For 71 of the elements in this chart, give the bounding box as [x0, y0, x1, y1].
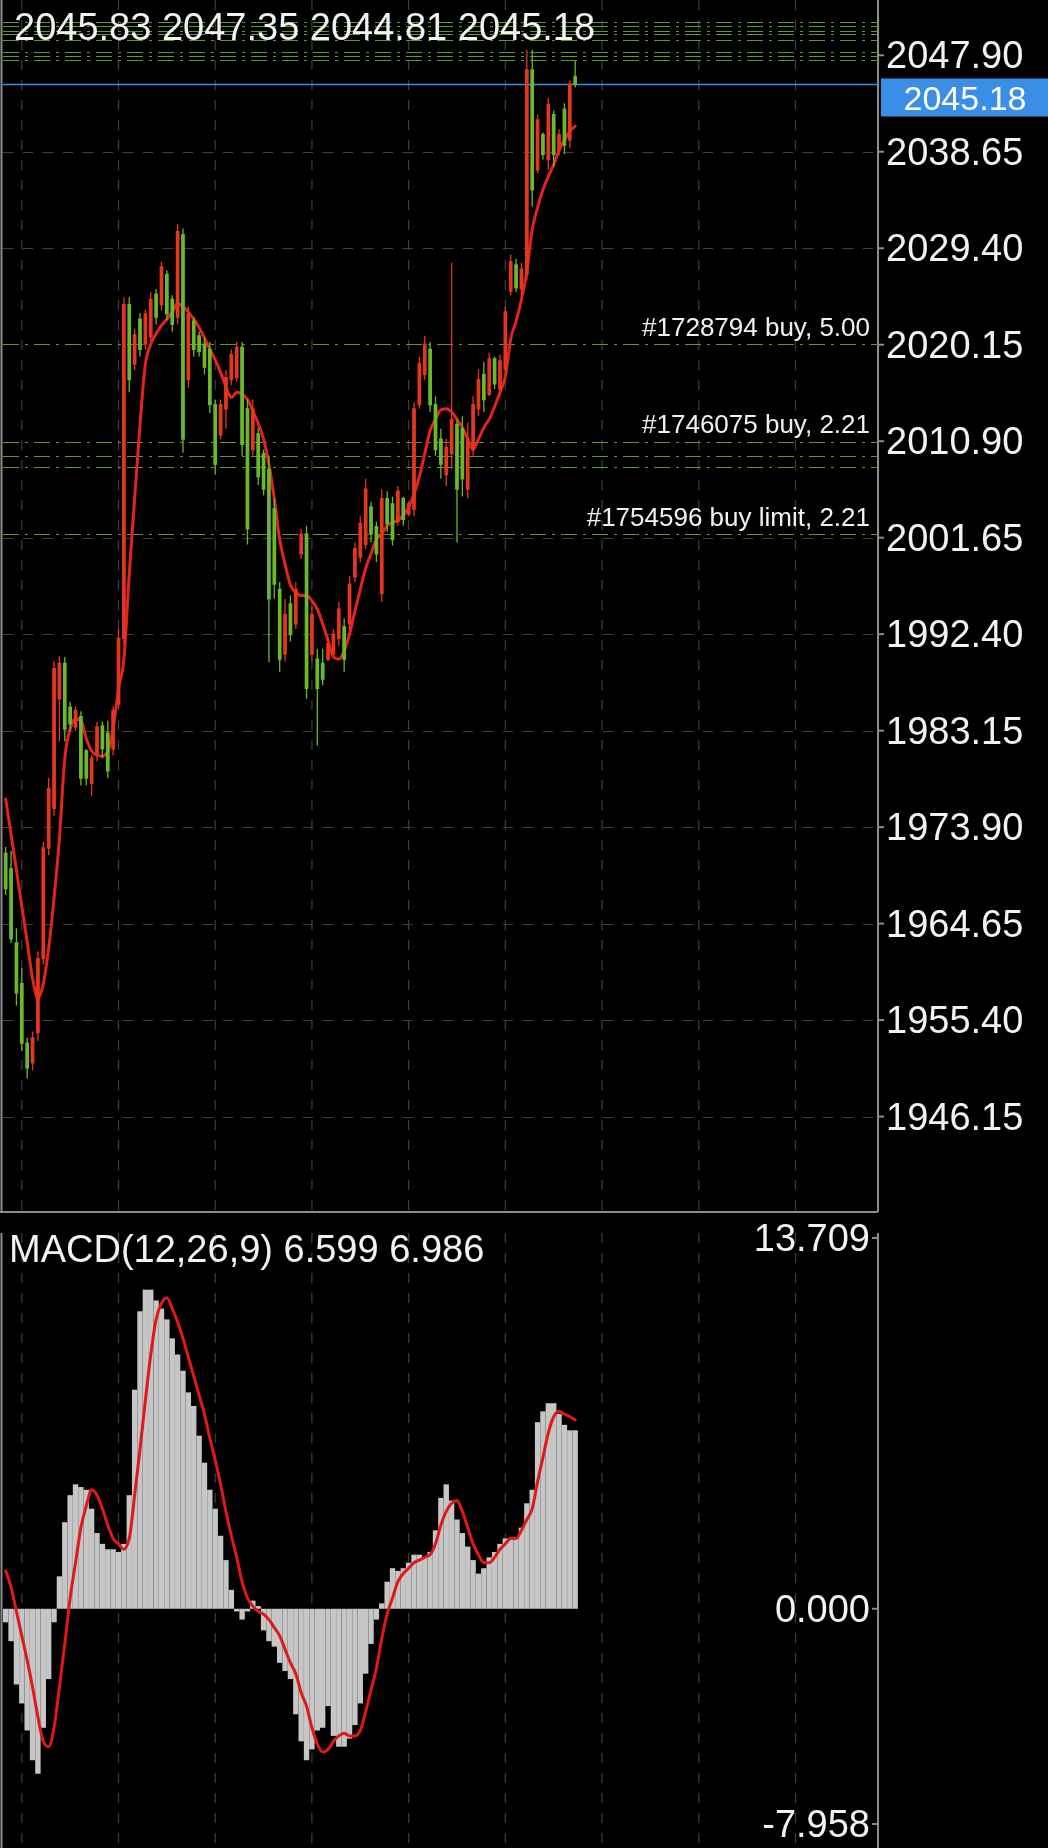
ref-line-label: #1728794 buy, 5.00 [642, 311, 870, 342]
candlestick [524, 49, 529, 282]
candlestick [315, 648, 320, 747]
candlestick [530, 49, 535, 208]
y-tick-label: 1955.40 [886, 999, 1024, 1042]
candlestick [111, 705, 115, 756]
y-tick-label: 2038.65 [886, 130, 1024, 173]
candlestick [336, 601, 341, 647]
candlestick [138, 312, 142, 358]
candlestick [455, 418, 459, 544]
y-tick-label: 2010.90 [886, 420, 1024, 463]
y-tick-label: 1973.90 [886, 806, 1024, 849]
ref-line-label: #1746075 buy, 2.21 [642, 408, 870, 439]
y-tick-label: 13.709 [753, 1217, 870, 1259]
candlestick [412, 401, 416, 517]
y-tick-label: 2029.40 [886, 227, 1024, 270]
candlestick [299, 528, 304, 560]
y-tick-label: 1983.15 [886, 709, 1024, 752]
candlestick [310, 605, 314, 662]
candlestick [256, 426, 261, 486]
candlestick [277, 581, 282, 673]
candlestick [385, 490, 389, 533]
candlestick [148, 291, 153, 343]
candlestick [487, 351, 492, 397]
y-tick-label: -7.958 [762, 1803, 870, 1845]
candlestick [283, 598, 287, 662]
y-tick-label: 2001.65 [886, 516, 1024, 559]
candlestick [379, 488, 384, 603]
y-tick-label: 1946.15 [886, 1095, 1024, 1138]
candlestick [481, 361, 486, 413]
candlestick [293, 581, 298, 630]
candlestick [326, 637, 330, 662]
y-tick-label: 2020.15 [886, 323, 1024, 366]
ref-line-label: 2045.18 [903, 78, 1027, 117]
y-tick-label: 2047.90 [886, 34, 1024, 77]
candlestick [567, 79, 572, 149]
candlestick [320, 648, 325, 686]
candlestick [369, 501, 373, 544]
y-tick-label: 1964.65 [886, 902, 1024, 945]
candlestick [181, 227, 185, 454]
candlestick [127, 296, 132, 393]
candlestick [122, 296, 126, 646]
candlestick [422, 335, 427, 381]
candlestick [551, 109, 556, 168]
candlestick [401, 495, 406, 527]
candlestick [573, 60, 578, 89]
y-tick-label: 0.000 [774, 1587, 870, 1630]
candlestick [428, 341, 432, 413]
line-series [4, 1296, 577, 1754]
chart-title: MACD(12,26,9) 6.599 6.986 [9, 1228, 485, 1270]
candlestick [541, 131, 545, 161]
candlestick [250, 398, 255, 457]
candlestick [105, 720, 110, 779]
candlestick [557, 128, 561, 157]
candlestick [514, 258, 518, 293]
candlestick [396, 485, 400, 527]
candlestick [508, 253, 513, 296]
candlestick [234, 341, 239, 383]
candlestick [154, 288, 158, 326]
candlestick [546, 97, 551, 171]
candlestick [449, 262, 454, 471]
ref-line-label: #1754596 buy limit, 2.21 [586, 501, 870, 532]
y-tick-label: 1992.40 [886, 613, 1024, 656]
candlestick [439, 428, 443, 480]
candlestick [363, 478, 368, 550]
candlestick [95, 721, 99, 763]
candlestick [444, 438, 449, 487]
candlestick [89, 754, 94, 797]
candlestick [240, 341, 244, 457]
candlestick [186, 306, 191, 389]
candlestick [342, 617, 347, 673]
